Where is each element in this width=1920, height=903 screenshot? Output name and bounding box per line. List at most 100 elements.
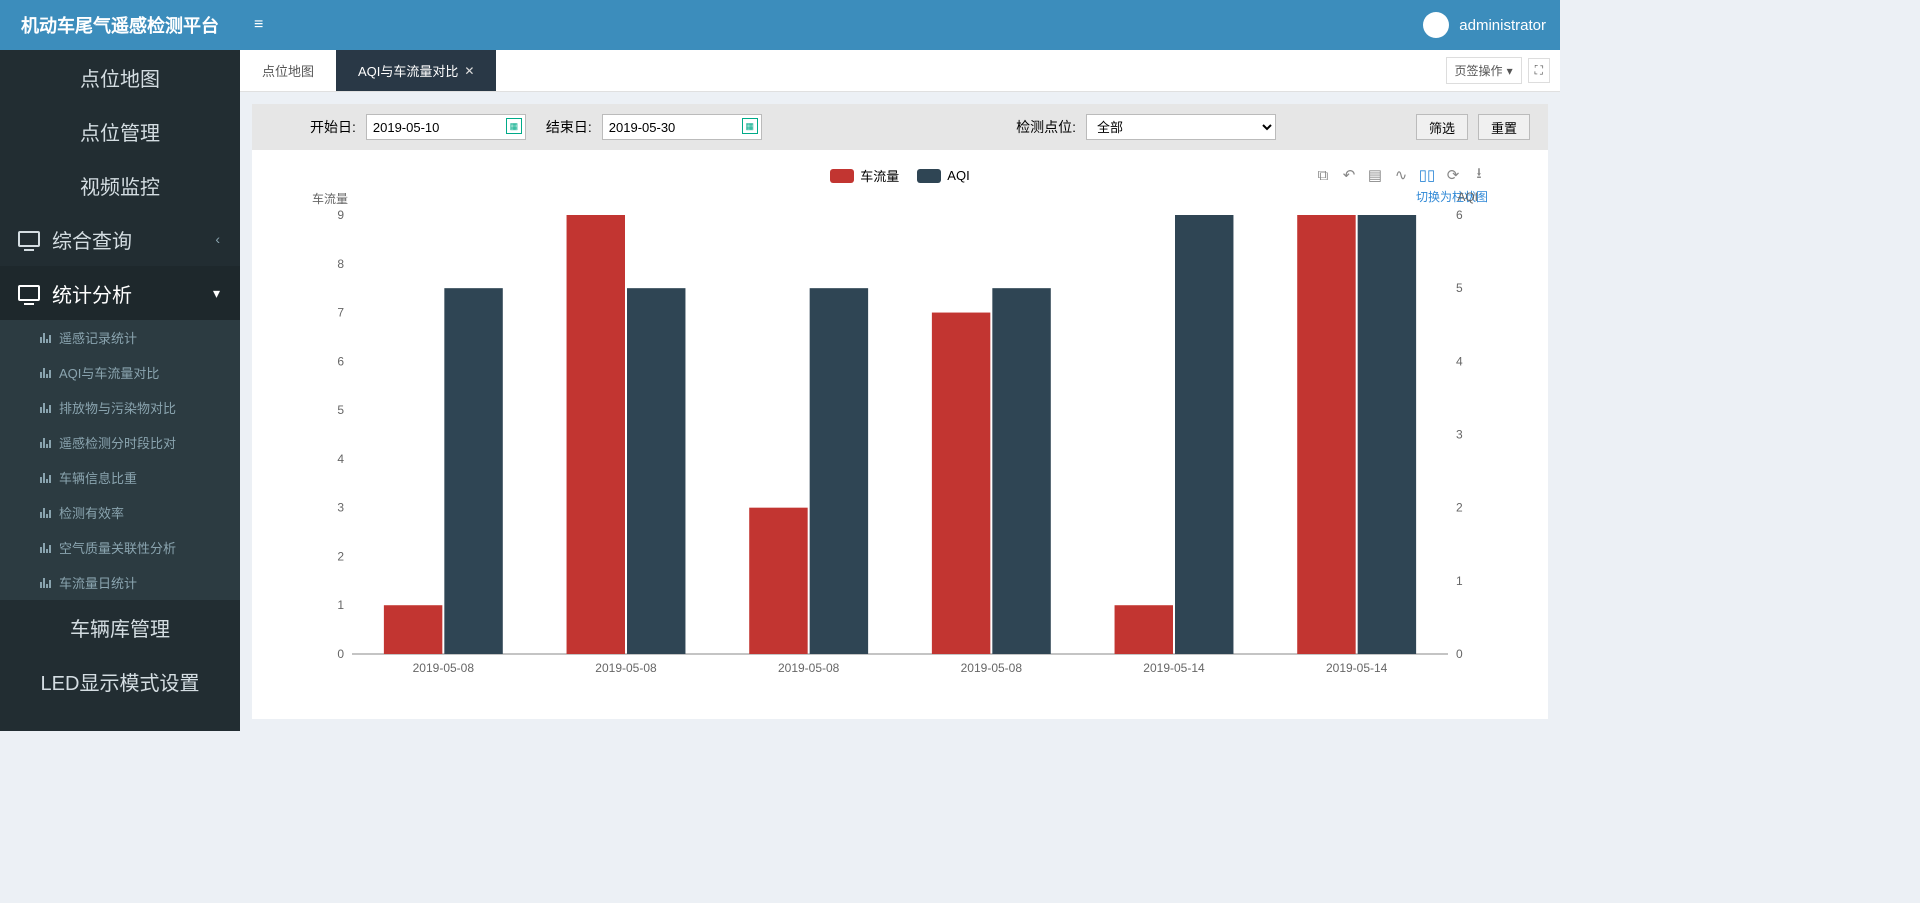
svg-text:2019-05-08: 2019-05-08	[595, 661, 657, 675]
user-menu[interactable]: administrator	[1423, 12, 1546, 38]
brand-title: 机动车尾气遥感检测平台	[0, 0, 240, 50]
bar-chart-icon	[40, 368, 51, 378]
site-select[interactable]: 全部	[1086, 114, 1276, 140]
nav-item-1[interactable]: 点位管理	[0, 104, 240, 158]
nav-item-0[interactable]: 点位地图	[0, 50, 240, 104]
svg-text:3: 3	[1456, 428, 1463, 442]
reset-button[interactable]: 重置	[1478, 114, 1530, 140]
svg-text:1: 1	[1456, 574, 1463, 588]
bar-chart-icon	[40, 578, 51, 588]
svg-text:2019-05-08: 2019-05-08	[961, 661, 1023, 675]
legend-item-0[interactable]: 车流量	[830, 166, 899, 185]
sub-item-7[interactable]: 车流量日统计	[0, 565, 240, 600]
user-name: administrator	[1459, 17, 1546, 34]
toolbox-zoom-icon[interactable]: ⧉	[1314, 166, 1332, 184]
bar-aqi-2[interactable]	[810, 288, 868, 654]
svg-text:8: 8	[337, 257, 344, 271]
sub-item-2[interactable]: 排放物与污染物对比	[0, 390, 240, 425]
avatar	[1423, 12, 1449, 38]
bar-traffic-2[interactable]	[749, 508, 807, 654]
svg-text:7: 7	[337, 306, 344, 320]
bar-chart-icon	[40, 473, 51, 483]
svg-text:3: 3	[337, 501, 344, 515]
svg-text:2019-05-14: 2019-05-14	[1143, 661, 1205, 675]
tab-0[interactable]: 点位地图	[240, 50, 336, 91]
bar-chart-icon	[40, 438, 51, 448]
toolbox-back-icon[interactable]: ↶	[1340, 166, 1358, 184]
sub-item-5[interactable]: 检测有效率	[0, 495, 240, 530]
filter-button[interactable]: 筛选	[1416, 114, 1468, 140]
svg-text:5: 5	[1456, 281, 1463, 295]
main-area: ≡ administrator 点位地图AQI与车流量对比✕ 页签操作 ▾ ⛶	[240, 0, 1560, 731]
start-date-input[interactable]	[366, 114, 526, 140]
chevron-icon: ‹	[215, 231, 220, 247]
svg-text:5: 5	[337, 403, 344, 417]
nav-item-4[interactable]: 统计分析▾	[0, 266, 240, 320]
bar-aqi-0[interactable]	[444, 288, 502, 654]
svg-text:1: 1	[337, 598, 344, 612]
bar-traffic-5[interactable]	[1297, 215, 1355, 654]
svg-text:2019-05-14: 2019-05-14	[1326, 661, 1388, 675]
expand-icon: ⛶	[1535, 63, 1543, 78]
nav-item-6[interactable]: LED显示模式设置	[0, 654, 240, 708]
fullscreen-button[interactable]: ⛶	[1528, 58, 1550, 83]
site-label: 检测点位:	[1016, 117, 1076, 137]
nav-item-2[interactable]: 视频监控	[0, 158, 240, 212]
filter-bar: 开始日: ▦ 结束日: ▦ 检测点位: 全部	[252, 104, 1548, 150]
caret-down-icon: ▾	[1507, 64, 1513, 78]
toolbox-save-icon[interactable]: ⭳	[1470, 166, 1488, 184]
sub-item-0[interactable]: 遥感记录统计	[0, 320, 240, 355]
end-date-label: 结束日:	[546, 117, 592, 137]
toolbox-bar-icon[interactable]: ▯▯	[1418, 166, 1436, 184]
tab-actions-button[interactable]: 页签操作 ▾	[1446, 57, 1522, 84]
start-date-label: 开始日:	[310, 117, 356, 137]
svg-text:4: 4	[1456, 354, 1463, 368]
bar-chart-icon	[40, 508, 51, 518]
svg-text:0: 0	[337, 647, 344, 661]
toolbox-restore-icon[interactable]: ⟳	[1444, 166, 1462, 184]
end-date-input[interactable]	[602, 114, 762, 140]
bar-aqi-4[interactable]	[1175, 215, 1233, 654]
bar-traffic-1[interactable]	[567, 215, 625, 654]
tabbar: 点位地图AQI与车流量对比✕ 页签操作 ▾ ⛶	[240, 50, 1560, 92]
sidebar: 机动车尾气遥感检测平台 点位地图点位管理视频监控综合查询‹统计分析▾遥感记录统计…	[0, 0, 240, 731]
svg-text:9: 9	[337, 208, 344, 222]
monitor-icon	[18, 231, 40, 247]
sub-nav: 遥感记录统计AQI与车流量对比排放物与污染物对比遥感检测分时段比对车辆信息比重检…	[0, 320, 240, 600]
toolbox-line-icon[interactable]: ∿	[1392, 166, 1410, 184]
svg-text:2019-05-08: 2019-05-08	[778, 661, 840, 675]
tab-1[interactable]: AQI与车流量对比✕	[336, 50, 496, 91]
nav-item-5[interactable]: 车辆库管理	[0, 600, 240, 654]
legend-item-1[interactable]: AQI	[917, 166, 969, 185]
legend-swatch	[917, 169, 941, 183]
svg-text:2: 2	[1456, 501, 1463, 515]
chart-svg: 012345678901234562019-05-082019-05-08201…	[292, 195, 1508, 694]
close-icon[interactable]: ✕	[464, 64, 474, 78]
bar-traffic-0[interactable]	[384, 605, 442, 654]
sub-item-6[interactable]: 空气质量关联性分析	[0, 530, 240, 565]
toolbox-data-icon[interactable]: ▤	[1366, 166, 1384, 184]
y-right-title: AQI	[1457, 190, 1478, 204]
legend-swatch	[830, 169, 854, 183]
chart-toolbox: ⧉ ↶ ▤ ∿ ▯▯ ⟳ ⭳	[1314, 166, 1488, 184]
bar-aqi-1[interactable]	[627, 288, 685, 654]
monitor-icon	[18, 285, 40, 301]
bar-aqi-5[interactable]	[1358, 215, 1416, 654]
bar-traffic-4[interactable]	[1115, 605, 1173, 654]
sub-item-1[interactable]: AQI与车流量对比	[0, 355, 240, 390]
chart-panel: 开始日: ▦ 结束日: ▦ 检测点位: 全部	[252, 104, 1548, 719]
bar-chart-icon	[40, 543, 51, 553]
svg-text:0: 0	[1456, 647, 1463, 661]
svg-text:2: 2	[337, 549, 344, 563]
y-left-title: 车流量	[312, 190, 348, 207]
sub-item-4[interactable]: 车辆信息比重	[0, 460, 240, 495]
hamburger-icon[interactable]: ≡	[254, 16, 263, 34]
bar-aqi-3[interactable]	[992, 288, 1050, 654]
chevron-down-icon: ▾	[213, 285, 220, 302]
sub-item-3[interactable]: 遥感检测分时段比对	[0, 425, 240, 460]
chart-area: 车流量AQI ⧉ ↶ ▤ ∿ ▯▯ ⟳ ⭳ 切换为柱状图 车流量 AQI 012…	[252, 150, 1548, 719]
bar-traffic-3[interactable]	[932, 313, 990, 654]
nav-item-3[interactable]: 综合查询‹	[0, 212, 240, 266]
svg-text:6: 6	[337, 354, 344, 368]
svg-text:2019-05-08: 2019-05-08	[413, 661, 475, 675]
